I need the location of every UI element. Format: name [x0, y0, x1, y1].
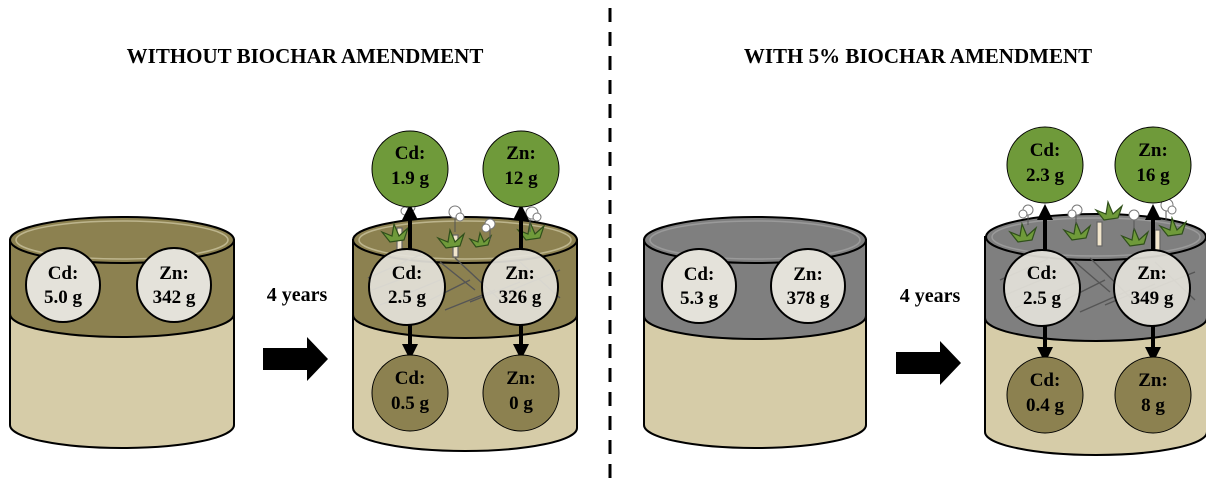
left-time-arrow: [263, 337, 328, 381]
right-leached-zn-circle: [1114, 356, 1192, 434]
svg-text:0.5 g: 0.5 g: [391, 393, 430, 414]
left-leached-cd-circle: [371, 354, 449, 432]
svg-text:8 g: 8 g: [1141, 395, 1165, 416]
svg-text:12 g: 12 g: [504, 168, 538, 189]
svg-text:0 g: 0 g: [509, 393, 533, 414]
left-plant-zn-circle: [482, 130, 560, 208]
left-leached-zn-circle: [482, 354, 560, 432]
svg-text:5.3 g: 5.3 g: [680, 288, 719, 309]
left-initial-zn-circle: [136, 247, 212, 323]
right-initial-zn-circle: [770, 248, 846, 324]
svg-text:326 g: 326 g: [499, 287, 542, 308]
left-panel-title: WITHOUT BIOCHAR AMENDMENT: [127, 44, 484, 68]
left-years-label: 4 years: [267, 284, 328, 306]
plants: [1008, 199, 1188, 253]
svg-text:2.3 g: 2.3 g: [1026, 165, 1065, 186]
svg-text:2.5 g: 2.5 g: [388, 287, 427, 308]
right-years-label: 4 years: [900, 285, 961, 307]
svg-text:349 g: 349 g: [1131, 288, 1174, 309]
right-initial-cd-circle: [661, 248, 737, 324]
left-topsoil-cd-circle: [368, 248, 446, 326]
left-after-pot: Cd: 2.5 g Zn: 326 g Cd: 1.9 g Zn: 12 g C…: [352, 130, 578, 452]
svg-text:0.4 g: 0.4 g: [1026, 395, 1065, 416]
svg-text:Zn:: Zn:: [793, 264, 823, 285]
right-plant-cd-circle: [1006, 126, 1084, 204]
svg-text:Zn:: Zn:: [1138, 140, 1168, 161]
left-initial-cd-circle: [25, 247, 101, 323]
svg-text:1.9 g: 1.9 g: [391, 168, 430, 189]
left-initial-pot: Cd: 5.0 g Zn: 342 g: [9, 216, 235, 449]
svg-text:Cd:: Cd:: [395, 368, 426, 389]
svg-text:Zn:: Zn:: [1138, 370, 1168, 391]
svg-text:Zn:: Zn:: [1137, 263, 1167, 284]
svg-text:2.5 g: 2.5 g: [1023, 288, 1062, 309]
right-after-pot: Cd: 2.5 g Zn: 349 g Cd: 2.3 g Zn: 16 g C…: [984, 126, 1206, 456]
svg-text:Cd:: Cd:: [684, 264, 715, 285]
svg-text:Cd:: Cd:: [1027, 263, 1058, 284]
svg-text:Cd:: Cd:: [392, 263, 423, 284]
flowers: [1018, 198, 1177, 230]
svg-text:16 g: 16 g: [1136, 165, 1170, 186]
right-topsoil-cd-circle: [1003, 249, 1081, 327]
right-panel-title: WITH 5% BIOCHAR AMENDMENT: [744, 44, 1092, 68]
svg-text:Zn:: Zn:: [506, 143, 536, 164]
right-initial-pot: Cd: 5.3 g Zn: 378 g: [643, 216, 867, 449]
right-time-arrow: [896, 341, 961, 385]
svg-text:5.0 g: 5.0 g: [44, 287, 83, 308]
svg-text:Zn:: Zn:: [506, 368, 536, 389]
svg-text:Zn:: Zn:: [505, 263, 535, 284]
svg-text:342 g: 342 g: [153, 287, 196, 308]
svg-text:Cd:: Cd:: [1030, 140, 1061, 161]
svg-text:Cd:: Cd:: [1030, 370, 1061, 391]
svg-text:Zn:: Zn:: [159, 263, 189, 284]
svg-text:Cd:: Cd:: [395, 143, 426, 164]
right-leached-cd-circle: [1006, 356, 1084, 434]
right-plant-zn-circle: [1114, 126, 1192, 204]
svg-text:Cd:: Cd:: [48, 263, 79, 284]
left-plant-cd-circle: [371, 130, 449, 208]
svg-text:378 g: 378 g: [787, 288, 830, 309]
